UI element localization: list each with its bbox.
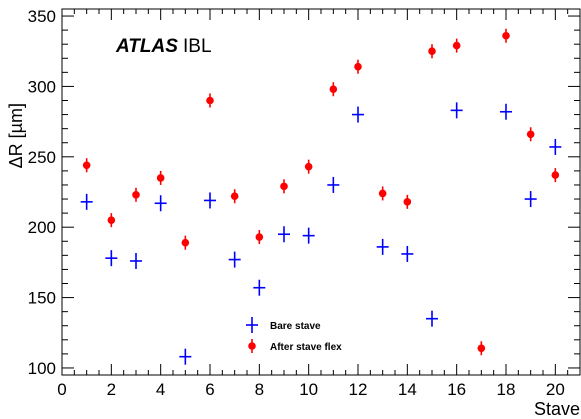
marker-dot (403, 198, 412, 206)
marker-dot (304, 162, 313, 171)
marker-dot (526, 130, 535, 139)
y-tick-label: 250 (28, 148, 56, 167)
y-tick-label: 100 (28, 359, 56, 378)
x-tick-label: 0 (57, 380, 66, 399)
x-tick-label: 16 (447, 380, 466, 399)
y-tick-label: 350 (28, 7, 56, 26)
marker-dot (280, 182, 288, 191)
marker-dot (82, 161, 91, 170)
data-point-after-stave-flex (181, 235, 190, 250)
x-tick-label: 8 (255, 380, 264, 399)
data-point-after-stave-flex (132, 187, 140, 202)
data-point-bare-stave (228, 251, 241, 268)
data-point-after-stave-flex (304, 159, 313, 174)
marker-dot (502, 31, 510, 40)
data-point-bare-stave (302, 227, 315, 244)
atlas-watermark: ATLAS IBL (115, 36, 212, 57)
data-point-bare-stave (450, 102, 463, 119)
x-tick-label: 10 (299, 380, 318, 399)
x-tick-label: 12 (349, 380, 368, 399)
x-tick-label: 14 (398, 380, 417, 399)
data-point-bare-stave (154, 195, 167, 212)
data-point-after-stave-flex (107, 213, 116, 228)
marker-dot (329, 85, 338, 94)
data-point-bare-stave (253, 279, 266, 296)
data-point-after-stave-flex (403, 194, 412, 209)
data-point-bare-stave (376, 238, 389, 255)
data-point-after-stave-flex (156, 170, 165, 185)
data-point-after-stave-flex (280, 179, 288, 194)
legend: Bare stave After stave flex (246, 317, 342, 353)
y-tick-label: 150 (28, 289, 56, 308)
data-point-after-stave-flex (230, 189, 239, 204)
legend-marker-after-stave-flex (248, 339, 256, 353)
data-point-after-stave-flex (526, 127, 535, 142)
marker-dot (477, 344, 486, 353)
marker-dot (248, 342, 256, 350)
marker-dot (230, 192, 239, 201)
x-tick-label: 20 (546, 380, 565, 399)
x-axis-title: Stave (534, 399, 580, 419)
data-point-bare-stave (500, 103, 512, 120)
data-point-after-stave-flex (428, 44, 436, 59)
marker-dot (107, 216, 116, 224)
data-point-after-stave-flex (378, 186, 387, 201)
data-point-bare-stave (204, 192, 216, 209)
data-point-after-stave-flex (255, 230, 264, 245)
data-point-bare-stave (130, 252, 142, 269)
atlas-label: ATLAS (115, 36, 178, 57)
marker-dot (354, 62, 362, 71)
legend-marker-bare-stave (246, 317, 258, 333)
x-tick-label: 4 (156, 380, 165, 399)
ibl-label: IBL (183, 36, 212, 57)
series-bare-stave (80, 102, 562, 365)
x-tick-label: 6 (205, 380, 214, 399)
data-point-after-stave-flex (502, 28, 510, 43)
marker-dot (452, 41, 461, 50)
tick-labels: 0 2 4 6 8 10 12 14 16 18 20 100 150 200 250 300 350 (28, 7, 565, 399)
x-tick-label: 2 (107, 380, 116, 399)
data-point-after-stave-flex (551, 168, 560, 183)
legend-cross-marker (246, 317, 258, 333)
marker-dot (428, 47, 436, 56)
y-axis-title: ΔR [µm] (6, 103, 26, 168)
marker-dot (156, 174, 165, 182)
data-point-bare-stave (524, 191, 537, 208)
data-point-bare-stave (426, 310, 438, 327)
data-point-bare-stave (105, 250, 118, 267)
data-point-bare-stave (352, 106, 364, 123)
data-point-after-stave-flex (82, 158, 91, 173)
marker-dot (255, 233, 264, 241)
x-tick-label: 18 (497, 380, 516, 399)
axis-ticks (61, 9, 581, 375)
data-point-bare-stave (179, 348, 192, 365)
y-tick-label: 200 (28, 218, 56, 237)
data-series (80, 28, 562, 365)
data-point-bare-stave (327, 176, 340, 193)
data-point-bare-stave (401, 245, 414, 262)
marker-dot (181, 238, 190, 247)
legend-label-bare-stave: Bare stave (270, 321, 321, 332)
marker-dot (551, 171, 560, 179)
data-point-after-stave-flex (452, 38, 461, 53)
data-point-after-stave-flex (329, 82, 338, 97)
legend-label-after-stave-flex: After stave flex (270, 342, 342, 353)
marker-dot (378, 189, 387, 198)
data-point-after-stave-flex (206, 93, 214, 108)
data-point-after-stave-flex (477, 341, 486, 356)
data-point-bare-stave (549, 138, 562, 155)
series-after-stave-flex (82, 28, 560, 356)
data-point-bare-stave (80, 193, 93, 210)
data-point-after-stave-flex (354, 59, 362, 74)
data-point-bare-stave (278, 226, 290, 243)
y-tick-label: 300 (28, 77, 56, 96)
marker-dot (206, 96, 214, 105)
marker-dot (132, 191, 140, 199)
legend-dot-marker (248, 339, 256, 353)
